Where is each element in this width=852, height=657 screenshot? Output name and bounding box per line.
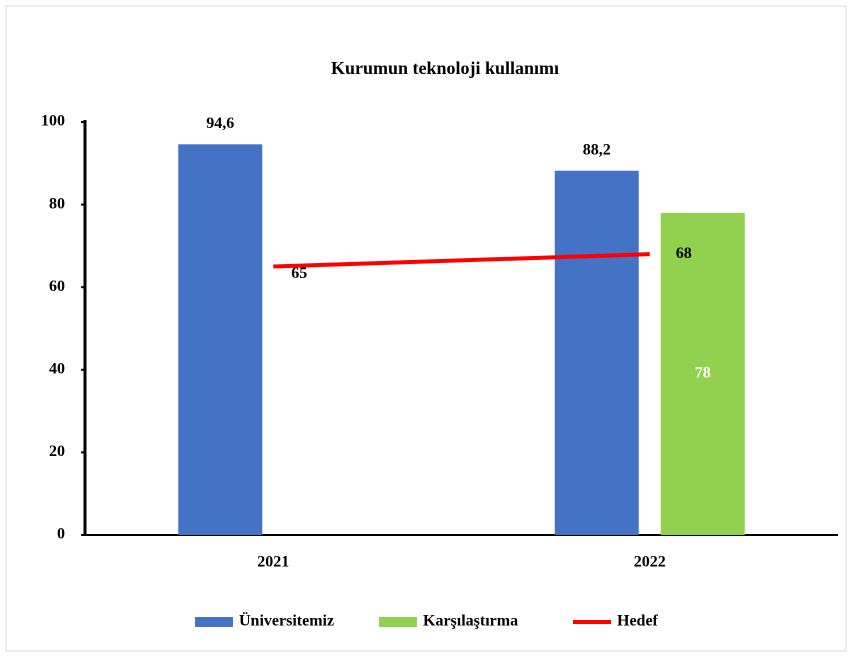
value-label: 94,6 [206,115,234,132]
legend-swatch [379,617,417,627]
chart-title: Kurumun teknoloji kullanımı [331,58,559,78]
y-tick-label: 80 [49,195,65,212]
value-label: 78 [695,365,711,382]
y-tick-label: 40 [49,360,65,377]
bar [660,212,745,536]
y-tick-label: 0 [57,526,65,543]
y-tick-label: 20 [49,443,65,460]
legend-swatch [195,617,233,627]
legend-label: Üniversitemiz [239,612,334,630]
value-label: 88,2 [583,141,611,158]
y-tick-label: 100 [41,113,65,130]
legend-label: Karşılaştırma [423,613,518,630]
value-label: 68 [676,245,692,262]
bar [554,170,639,535]
bar [178,144,263,535]
y-tick-label: 60 [49,278,65,295]
value-label: 65 [291,265,307,282]
legend-label: Hedef [617,613,659,630]
x-tick-label: 2022 [634,554,666,571]
line [273,252,650,269]
x-tick-label: 2021 [257,554,289,571]
